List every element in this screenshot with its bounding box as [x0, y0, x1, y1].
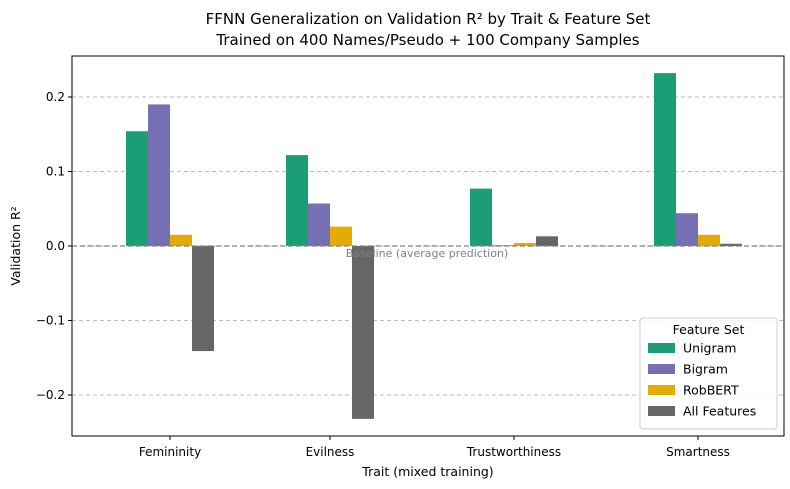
baseline-group: Baseline (average prediction): [72, 245, 784, 260]
legend-swatch: [648, 406, 675, 416]
y-tick-label: 0.1: [46, 164, 65, 178]
chart-title-line1: FFNN Generalization on Validation R² by …: [206, 10, 651, 28]
x-axis: Femininity Evilness Trustworthiness Smartne…: [139, 436, 730, 459]
bar-unigram-smartness: [654, 73, 676, 246]
bar-robbert-femininity: [170, 234, 192, 246]
legend-entry: Unigram: [683, 341, 736, 356]
legend-swatch: [648, 385, 675, 395]
legend-title: Feature Set: [673, 322, 745, 337]
bar-all-features-trustworthiness: [536, 236, 558, 246]
baseline-label: Baseline (average prediction): [346, 247, 508, 260]
legend-entry: RobBERT: [683, 383, 739, 398]
bar-robbert-smartness: [698, 234, 720, 246]
bar-unigram-evilness: [286, 155, 308, 246]
bar-bigram-evilness: [308, 203, 330, 246]
y-axis-label: Validation R²: [8, 206, 23, 285]
bar-bigram-femininity: [148, 104, 170, 247]
y-tick-label: 0.2: [46, 90, 65, 104]
bar-all-features-evilness: [352, 246, 374, 419]
legend-swatch: [648, 364, 675, 374]
bar-bigram-trustworthiness: [492, 245, 514, 247]
x-tick-label: Trustworthiness: [466, 445, 561, 459]
y-tick-label: −0.2: [36, 388, 65, 402]
y-tick-label: 0.0: [46, 239, 65, 253]
legend: Feature Set Unigram Bigram RobBERT All Featu…: [639, 317, 778, 430]
y-axis: −0.2 −0.1 0.0 0.1 0.2: [36, 90, 72, 402]
bar-robbert-trustworthiness: [514, 243, 536, 246]
chart-title-line2: Trained on 400 Names/Pseudo + 100 Compan…: [215, 31, 639, 49]
legend-entry: All Features: [683, 404, 756, 419]
bar-all-features-smartness: [720, 243, 742, 246]
bar-robbert-evilness: [330, 226, 352, 246]
x-tick-label: Smartness: [666, 445, 730, 459]
bar-bigram-smartness: [676, 213, 698, 246]
x-axis-label: Trait (mixed training): [361, 464, 493, 479]
bar-all-features-femininity: [192, 246, 214, 352]
y-tick-label: −0.1: [36, 314, 65, 328]
legend-swatch: [648, 343, 675, 353]
x-tick-label: Femininity: [139, 445, 201, 459]
legend-entry: Bigram: [683, 362, 728, 377]
bar-unigram-trustworthiness: [470, 188, 492, 246]
x-tick-label: Evilness: [306, 445, 355, 459]
bars-group: [126, 73, 742, 419]
bar-unigram-femininity: [126, 131, 148, 246]
